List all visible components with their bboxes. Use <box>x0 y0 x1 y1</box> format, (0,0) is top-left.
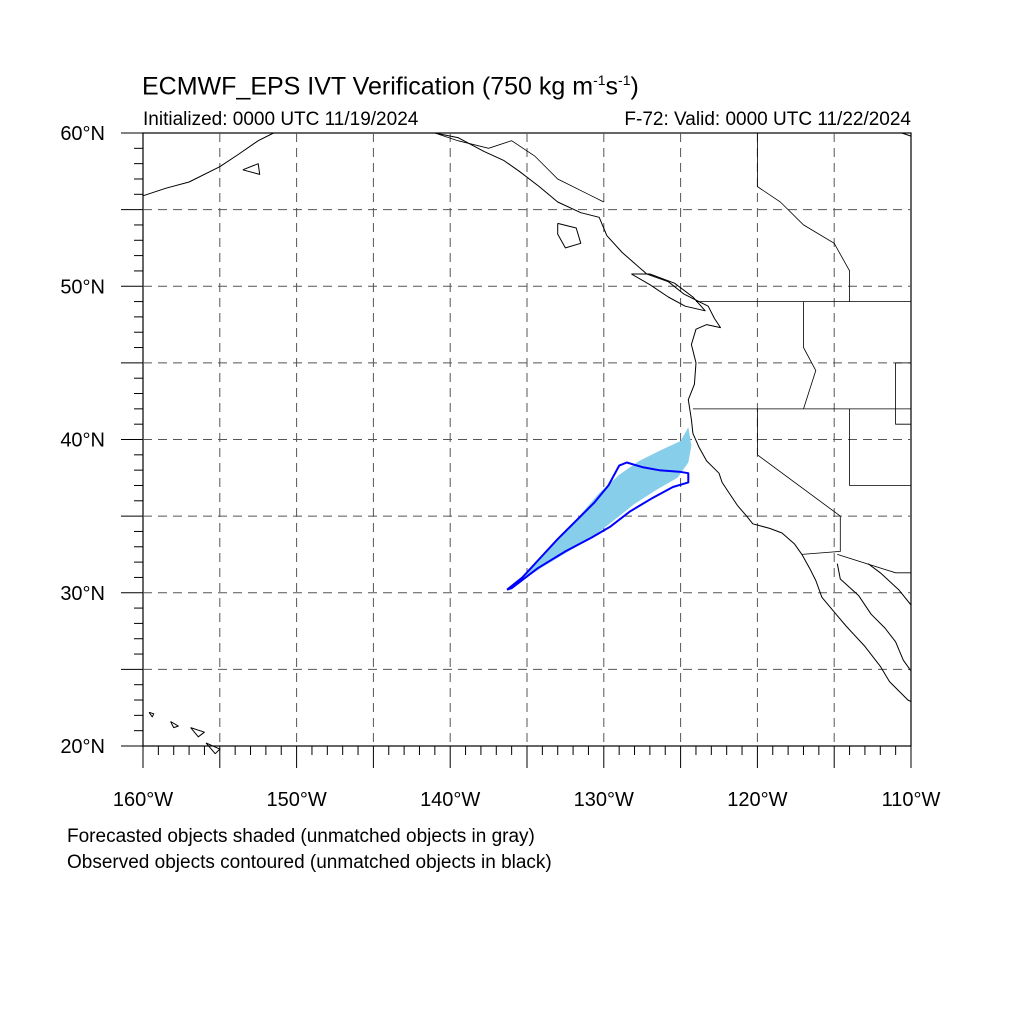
coastline <box>631 273 706 312</box>
initialized-time: Initialized: 0000 UTC 11/19/2024 <box>143 109 419 130</box>
lat-label: 40°N <box>60 430 105 452</box>
lat-label: 50°N <box>60 276 105 298</box>
forecast-note: Forecasted objects shaded (unmatched obj… <box>67 826 535 847</box>
coastline <box>557 222 582 249</box>
lat-label: 20°N <box>60 736 105 758</box>
lon-label: 150°W <box>266 789 326 811</box>
forecast-ivt-object <box>508 427 692 590</box>
coastline <box>434 132 912 703</box>
coastline <box>190 727 205 738</box>
lat-label: 30°N <box>60 583 105 605</box>
axis-ticks <box>121 132 912 768</box>
lon-label: 140°W <box>420 789 480 811</box>
coastline <box>867 563 912 606</box>
coastlines <box>142 132 912 755</box>
observed-note: Observed objects contoured (unmatched ob… <box>67 852 552 873</box>
chart-title: ECMWF_EPS IVT Verification (750 kg m-1s-… <box>142 72 639 101</box>
lon-label: 130°W <box>574 789 634 811</box>
observed-ivt-contour <box>506 461 690 591</box>
observed-objects <box>506 461 690 591</box>
longitude-labels: 160°W 150°W 140°W 130°W 120°W 110°W <box>113 789 941 811</box>
coastline <box>148 711 155 718</box>
border-line <box>757 408 841 517</box>
valid-time: F-72: Valid: 0000 UTC 11/22/2024 <box>624 109 911 130</box>
gridlines <box>143 133 911 746</box>
border-line <box>849 408 911 486</box>
border-line <box>895 362 911 425</box>
lon-label: 110°W <box>882 789 941 811</box>
border-line <box>434 132 604 203</box>
lon-label: 160°W <box>113 789 173 811</box>
coastline <box>836 563 912 672</box>
forecast-objects <box>508 427 692 590</box>
lon-label: 120°W <box>727 789 787 811</box>
coastline <box>205 742 221 755</box>
coastline <box>142 132 274 197</box>
lat-label: 60°N <box>60 123 105 145</box>
coastline <box>242 163 261 175</box>
border-line <box>801 516 841 555</box>
border-line <box>837 554 911 574</box>
latitude-labels: 60°N 50°N 40°N 30°N 20°N <box>60 123 105 758</box>
border-line <box>803 301 817 410</box>
coastline <box>901 132 912 137</box>
coastline <box>170 721 179 729</box>
border-line <box>757 133 850 302</box>
political-borders <box>434 132 911 574</box>
